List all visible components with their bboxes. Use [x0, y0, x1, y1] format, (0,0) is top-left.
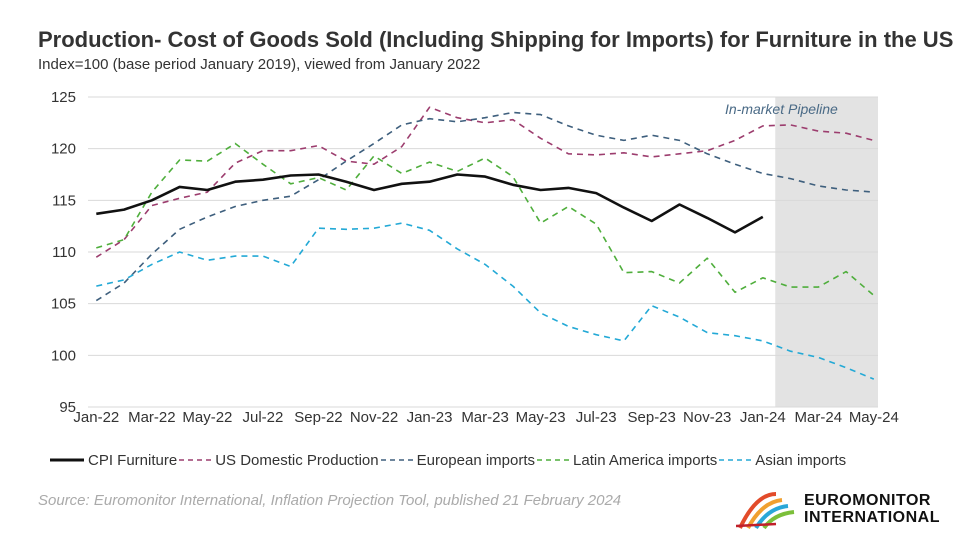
chart-title: Production- Cost of Goods Sold (Includin…	[38, 27, 954, 52]
legend-label: European imports	[416, 451, 536, 469]
legend-item-us-domestic: US Domestic Production	[177, 451, 379, 469]
y-tick-label: 95	[59, 399, 76, 416]
x-tick-label: Mar-24	[795, 409, 843, 426]
legend-item-asian: Asian imports	[717, 452, 846, 469]
y-tick-label: 105	[51, 296, 76, 313]
x-tick-label: Jan-22	[73, 409, 119, 426]
y-tick-label: 125	[51, 89, 76, 106]
y-tick-label: 100	[51, 347, 76, 364]
euromonitor-logo: EUROMONITOR INTERNATIONAL	[736, 484, 958, 536]
legend-item-latam: Latin America imports	[535, 452, 717, 469]
x-tick-label: Jul-22	[243, 409, 284, 426]
series-line-asian-imports	[96, 222, 875, 380]
forecast-annotation: In-market Pipeline	[725, 101, 838, 117]
series-line-european-imports	[95, 111, 874, 302]
x-tick-label: Jan-24	[740, 409, 786, 426]
x-tick-label: Mar-22	[128, 409, 176, 426]
x-tick-label: Nov-22	[350, 409, 398, 426]
x-tick-label: May-24	[849, 409, 899, 426]
logo-mark-icon	[736, 492, 795, 530]
series-line-latin-america-imports	[96, 142, 875, 297]
x-tick-label: May-22	[182, 409, 232, 426]
legend-label: Asian imports	[755, 451, 847, 469]
series-line-us-domestic-production	[95, 106, 875, 258]
legend-item-cpi: CPI Furniture	[50, 452, 177, 469]
logo-text: EUROMONITOR	[804, 492, 931, 509]
legend-item-european: European imports	[379, 452, 535, 469]
legend-label: Latin America imports	[573, 451, 718, 469]
x-tick-label: May-23	[516, 409, 566, 426]
x-tick-label: Jul-23	[576, 409, 617, 426]
x-tick-label: Sep-23	[628, 409, 676, 426]
source-note: Source: Euromonitor International, Infla…	[38, 492, 622, 509]
logo-text: INTERNATIONAL	[804, 509, 940, 526]
chart-legend: CPI Furniture US Domestic Production Eur…	[50, 450, 846, 470]
series-line-cpi-furniture	[96, 173, 764, 234]
y-tick-label: 115	[52, 192, 76, 209]
line-chart: 95 100 105 110 115 120 125 Jan-22 Mar-22 May-22 Ju…	[51, 89, 899, 426]
x-tick-label: Nov-23	[683, 409, 731, 426]
chart-subtitle: Index=100 (base period January 2019), vi…	[38, 56, 481, 73]
x-tick-label: Jan-23	[407, 409, 453, 426]
x-tick-label: Mar-23	[461, 409, 509, 426]
y-tick-label: 120	[51, 141, 76, 158]
x-tick-label: Sep-22	[294, 409, 342, 426]
legend-label: US Domestic Production	[215, 451, 379, 469]
legend-label: CPI Furniture	[88, 451, 178, 469]
y-tick-label: 110	[52, 244, 76, 261]
